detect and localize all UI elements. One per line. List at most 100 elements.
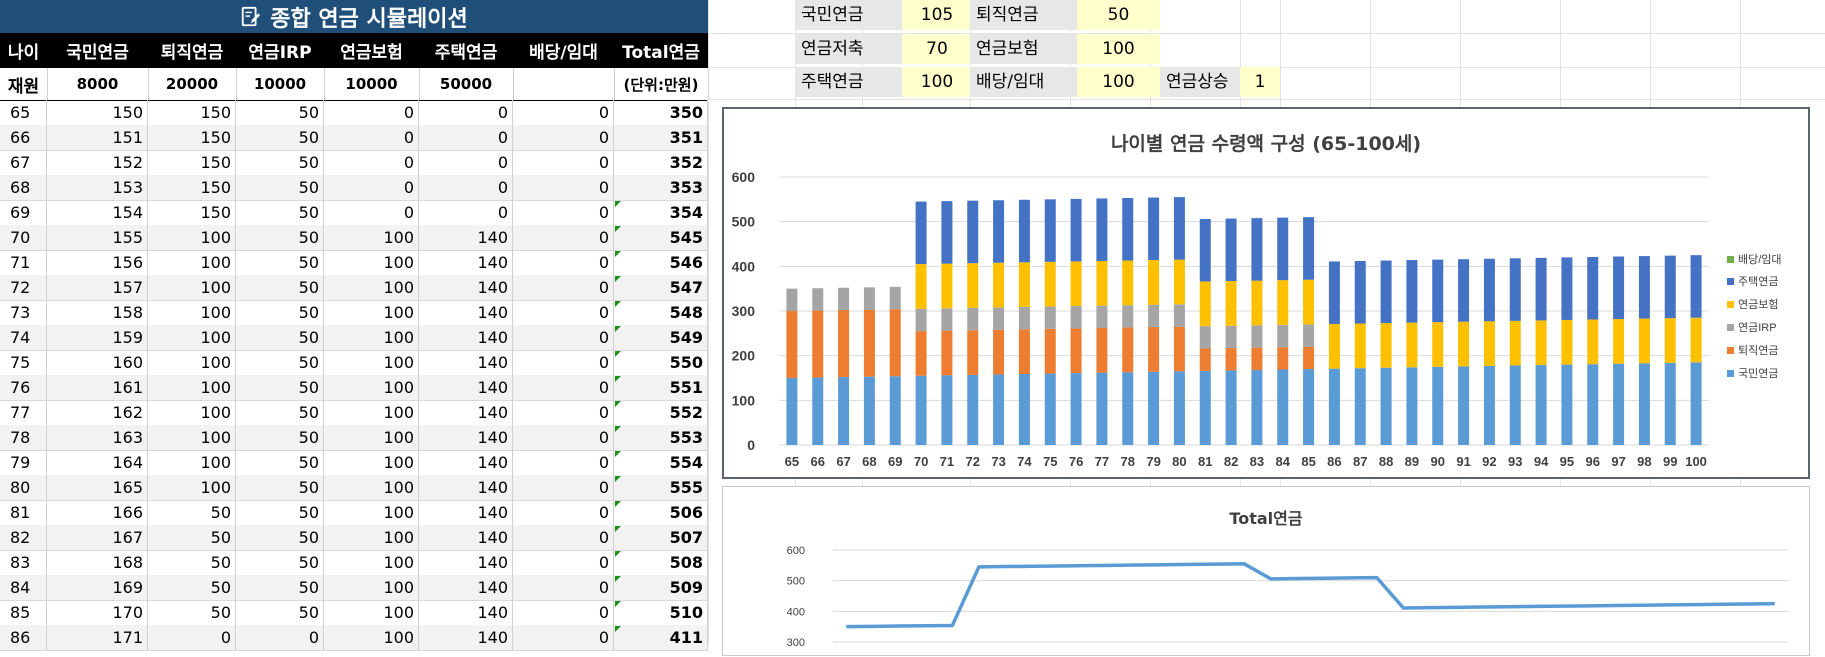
cell-col-insurance[interactable]: 0 <box>324 100 419 125</box>
cell-col-age[interactable]: 70 <box>0 225 47 250</box>
cell-col-total[interactable]: 411 <box>614 625 708 650</box>
cell-col-housing[interactable]: 140 <box>419 275 513 300</box>
cell-col-national[interactable]: 150 <box>47 100 148 125</box>
cell-col-retire[interactable]: 100 <box>148 275 236 300</box>
cell-col-age[interactable]: 86 <box>0 625 47 650</box>
cell-col-irp[interactable]: 50 <box>236 225 324 250</box>
cell-col-national[interactable]: 166 <box>47 500 148 525</box>
cell-col-housing[interactable]: 140 <box>419 400 513 425</box>
cell-col-irp[interactable]: 50 <box>236 100 324 125</box>
cell-col-retire[interactable]: 50 <box>148 600 236 625</box>
cell-col-housing[interactable]: 140 <box>419 325 513 350</box>
cell-col-insurance[interactable]: 100 <box>324 350 419 375</box>
table-title-bar[interactable]: 종합 연금 시뮬레이션 <box>0 0 708 33</box>
header-col-irp[interactable]: 연금IRP <box>248 42 312 63</box>
cell-col-total[interactable]: 509 <box>614 575 708 600</box>
cell-col-total[interactable]: 553 <box>614 425 708 450</box>
cell-col-insurance[interactable]: 100 <box>324 275 419 300</box>
cell-col-age[interactable]: 73 <box>0 300 47 325</box>
cell-col-insurance[interactable]: 100 <box>324 300 419 325</box>
cell-col-irp[interactable]: 50 <box>236 125 324 150</box>
capital-col-irp[interactable]: 10000 <box>236 68 325 100</box>
cell-col-retire[interactable]: 100 <box>148 250 236 275</box>
cell-col-insurance[interactable]: 100 <box>324 575 419 600</box>
cell-col-national[interactable]: 169 <box>47 575 148 600</box>
cell-col-irp[interactable]: 50 <box>236 400 324 425</box>
cell-col-irp[interactable]: 50 <box>236 300 324 325</box>
cell-col-insurance[interactable]: 100 <box>324 475 419 500</box>
cell-col-irp[interactable]: 50 <box>236 350 324 375</box>
header-col-housing[interactable]: 주택연금 <box>434 42 498 63</box>
header-col-retire[interactable]: 퇴직연금 <box>160 42 224 63</box>
cell-col-national[interactable]: 151 <box>47 125 148 150</box>
cell-col-irp[interactable]: 50 <box>236 575 324 600</box>
header-col-national[interactable]: 국민연금 <box>66 42 129 63</box>
cell-col-dividend[interactable]: 0 <box>513 450 614 475</box>
cell-col-housing[interactable]: 140 <box>419 350 513 375</box>
cell-col-irp[interactable]: 50 <box>236 200 324 225</box>
cell-col-age[interactable]: 74 <box>0 325 47 350</box>
cell-col-total[interactable]: 547 <box>614 275 708 300</box>
cell-col-retire[interactable]: 50 <box>148 575 236 600</box>
cell-col-retire[interactable]: 150 <box>148 100 236 125</box>
cell-col-national[interactable]: 160 <box>47 350 148 375</box>
cell-col-housing[interactable]: 140 <box>419 225 513 250</box>
cell-col-dividend[interactable]: 0 <box>513 150 614 175</box>
cell-col-national[interactable]: 161 <box>47 375 148 400</box>
capital-col-dividend[interactable] <box>513 68 615 100</box>
header-col-dividend[interactable]: 배당/임대 <box>529 42 598 63</box>
header-col-total[interactable]: Total연금 <box>622 42 700 63</box>
cell-col-irp[interactable]: 50 <box>236 450 324 475</box>
cell-col-total[interactable]: 510 <box>614 600 708 625</box>
cell-col-age[interactable]: 71 <box>0 250 47 275</box>
cell-col-national[interactable]: 170 <box>47 600 148 625</box>
cell-col-retire[interactable]: 100 <box>148 425 236 450</box>
cell-col-housing[interactable]: 0 <box>419 125 513 150</box>
cell-col-retire[interactable]: 50 <box>148 525 236 550</box>
cell-col-dividend[interactable]: 0 <box>513 250 614 275</box>
param-value-savings[interactable]: 70 <box>902 34 972 64</box>
cell-col-age[interactable]: 75 <box>0 350 47 375</box>
cell-col-housing[interactable]: 140 <box>419 475 513 500</box>
cell-col-age[interactable]: 77 <box>0 400 47 425</box>
cell-col-total[interactable]: 353 <box>614 175 708 200</box>
cell-col-age[interactable]: 80 <box>0 475 47 500</box>
cell-col-irp[interactable]: 50 <box>236 600 324 625</box>
cell-col-retire[interactable]: 150 <box>148 150 236 175</box>
cell-col-dividend[interactable]: 0 <box>513 325 614 350</box>
cell-col-retire[interactable]: 0 <box>148 625 236 650</box>
cell-col-housing[interactable]: 140 <box>419 425 513 450</box>
cell-col-irp[interactable]: 50 <box>236 550 324 575</box>
cell-col-insurance[interactable]: 100 <box>324 550 419 575</box>
cell-col-national[interactable]: 167 <box>47 525 148 550</box>
cell-col-national[interactable]: 156 <box>47 250 148 275</box>
stacked-bar-chart[interactable]: 나이별 연금 수령액 구성 (65-100세) 0 100 200 300 400 500… <box>722 107 1810 479</box>
cell-col-housing[interactable]: 140 <box>419 250 513 275</box>
cell-col-retire[interactable]: 150 <box>148 175 236 200</box>
cell-col-irp[interactable]: 50 <box>236 475 324 500</box>
cell-col-national[interactable]: 152 <box>47 150 148 175</box>
cell-col-national[interactable]: 171 <box>47 625 148 650</box>
cell-col-retire[interactable]: 100 <box>148 400 236 425</box>
cell-col-dividend[interactable]: 0 <box>513 100 614 125</box>
cell-col-dividend[interactable]: 0 <box>513 225 614 250</box>
cell-col-total[interactable]: 548 <box>614 300 708 325</box>
cell-col-irp[interactable]: 50 <box>236 425 324 450</box>
cell-col-housing[interactable]: 140 <box>419 550 513 575</box>
cell-col-age[interactable]: 81 <box>0 500 47 525</box>
cell-col-total[interactable]: 551 <box>614 375 708 400</box>
cell-col-irp[interactable]: 50 <box>236 525 324 550</box>
cell-col-housing[interactable]: 140 <box>419 375 513 400</box>
cell-col-total[interactable]: 352 <box>614 150 708 175</box>
total-line-chart[interactable]: Total연금 300 400 500 600 <box>722 486 1810 656</box>
cell-col-housing[interactable]: 140 <box>419 575 513 600</box>
cell-col-insurance[interactable]: 100 <box>324 425 419 450</box>
cell-col-national[interactable]: 165 <box>47 475 148 500</box>
cell-col-dividend[interactable]: 0 <box>513 275 614 300</box>
cell-col-national[interactable]: 168 <box>47 550 148 575</box>
capital-col-total[interactable]: (단위:만원) <box>614 68 709 100</box>
cell-col-total[interactable]: 546 <box>614 250 708 275</box>
cell-col-retire[interactable]: 100 <box>148 300 236 325</box>
cell-col-irp[interactable]: 50 <box>236 150 324 175</box>
cell-col-age[interactable]: 67 <box>0 150 47 175</box>
